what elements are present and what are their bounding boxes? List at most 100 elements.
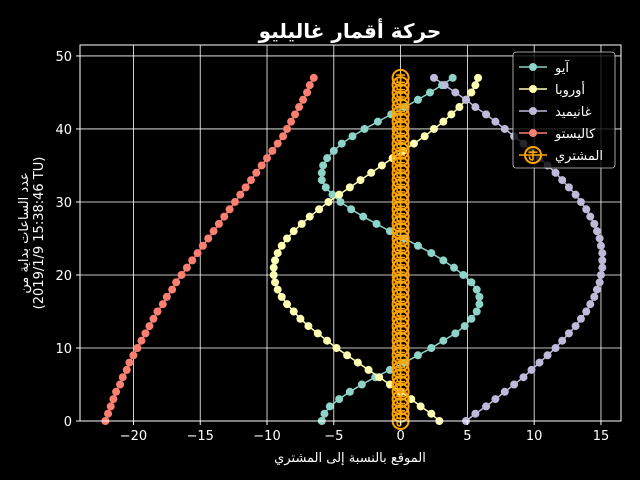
legend-label: غانيميد	[555, 105, 592, 120]
data-point	[439, 117, 448, 126]
data-point	[269, 263, 278, 272]
series-3	[101, 73, 318, 425]
data-point	[319, 161, 328, 170]
data-point	[474, 73, 483, 82]
data-point	[482, 110, 491, 119]
data-point	[204, 234, 213, 243]
legend-entry: المشتري	[519, 146, 603, 164]
data-point	[273, 139, 282, 148]
data-point	[353, 358, 362, 367]
data-point	[182, 263, 191, 272]
y-axis-label: عدد الساعات بداية من (2019/1/9 15:38:46 …	[17, 157, 47, 310]
data-point	[491, 117, 500, 126]
data-point	[413, 351, 422, 360]
y-axis-label-line1: عدد الساعات بداية من	[17, 172, 32, 293]
data-point	[332, 343, 341, 352]
data-point	[429, 124, 438, 133]
data-point	[345, 183, 354, 192]
data-point	[360, 124, 369, 133]
data-point	[304, 322, 313, 331]
legend-marker	[524, 146, 542, 164]
data-point	[451, 329, 460, 338]
data-point	[328, 190, 337, 199]
data-point	[153, 307, 162, 316]
data-point	[413, 241, 422, 250]
data-point	[162, 292, 171, 301]
data-point	[448, 73, 457, 82]
data-point	[305, 212, 314, 221]
y-tick-label: 0	[64, 415, 72, 430]
data-point	[335, 395, 344, 404]
series-1	[269, 73, 483, 425]
data-point	[500, 124, 509, 133]
data-point	[343, 351, 352, 360]
data-point	[325, 402, 334, 411]
data-point	[482, 402, 491, 411]
data-point	[527, 365, 536, 374]
data-point	[297, 219, 306, 228]
data-point	[309, 73, 318, 82]
y-tick-label: 10	[55, 342, 72, 357]
data-point	[291, 110, 300, 119]
data-point	[439, 336, 448, 345]
data-point	[252, 168, 261, 177]
x-tick-label: 15	[593, 429, 610, 444]
legend: آيو أوروبا غانيميد كاليستو المشتري	[512, 51, 616, 169]
legend-entry: غانيميد	[519, 105, 592, 120]
data-point	[475, 300, 484, 309]
legend-entry: آيو	[519, 59, 570, 76]
data-point	[475, 292, 484, 301]
data-point	[109, 395, 118, 404]
data-point	[462, 95, 471, 104]
data-point	[471, 409, 480, 418]
data-point	[177, 270, 186, 279]
data-point	[313, 329, 322, 338]
y-tick-label: 40	[55, 123, 72, 138]
data-point	[145, 322, 154, 331]
y-tick-label: 50	[55, 50, 72, 65]
data-point	[348, 132, 357, 141]
data-point	[598, 256, 607, 265]
data-point	[263, 154, 272, 163]
data-point	[337, 139, 346, 148]
legend-label: كاليستو	[554, 127, 596, 142]
data-point	[112, 387, 121, 396]
x-ticks: −20 −15 −10 −5 0 5 10 15	[120, 421, 610, 444]
data-point	[118, 373, 127, 382]
data-point	[459, 270, 468, 279]
data-point	[467, 278, 476, 287]
data-point	[335, 190, 344, 199]
data-point	[455, 103, 464, 112]
data-point	[451, 88, 460, 97]
x-tick-label: 0	[396, 429, 404, 444]
data-point	[188, 256, 197, 265]
data-point	[287, 117, 296, 126]
data-point	[416, 402, 425, 411]
data-point	[317, 168, 326, 177]
data-point	[246, 176, 255, 185]
data-point	[558, 176, 567, 185]
series-4	[391, 68, 410, 430]
data-point	[137, 336, 146, 345]
data-point	[364, 365, 373, 374]
data-point	[373, 117, 382, 126]
data-point	[269, 270, 278, 279]
data-point	[320, 409, 329, 418]
data-point	[551, 343, 560, 352]
data-point	[336, 197, 345, 206]
data-point	[460, 322, 469, 331]
data-point	[598, 263, 607, 272]
data-point	[372, 219, 381, 228]
data-point	[377, 161, 386, 170]
data-point	[375, 373, 384, 382]
plot-series	[101, 68, 607, 430]
data-point	[125, 358, 134, 367]
data-point	[273, 249, 282, 258]
data-point	[129, 351, 138, 360]
data-point	[491, 395, 500, 404]
data-point	[471, 103, 480, 112]
data-point	[590, 219, 599, 228]
data-point	[277, 292, 286, 301]
data-point	[347, 205, 356, 214]
data-point	[571, 190, 580, 199]
